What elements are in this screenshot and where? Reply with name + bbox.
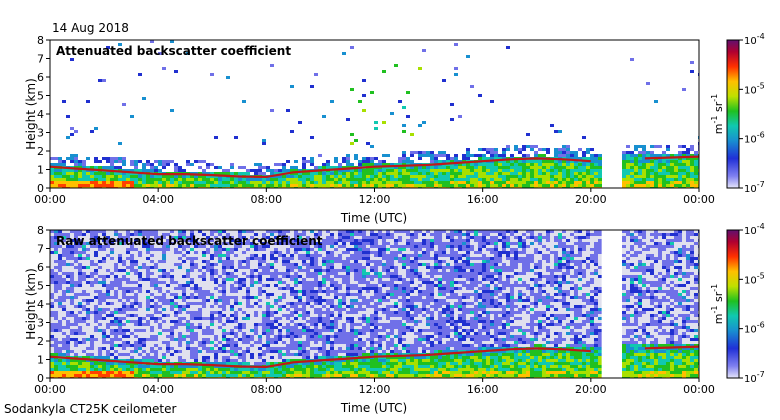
x-tick-label: 20:00 <box>575 383 607 396</box>
colorbar-tick-label: 10-4 <box>744 32 765 47</box>
y-axis-label: Height (km) <box>24 78 38 149</box>
colorbar: 10-7 10-6 10-5 10-4 m-1 sr-1 <box>710 222 765 385</box>
colorbar-gradient <box>726 229 740 379</box>
colorbar-gradient <box>726 39 740 189</box>
boundary-layer-line <box>49 155 700 179</box>
x-tick-label: 00:00 <box>34 193 66 206</box>
colorbar-tick-label: 10-5 <box>744 81 765 96</box>
colorbar-tick-label: 10-6 <box>744 321 765 336</box>
x-tick-label: 08:00 <box>250 193 282 206</box>
attenuated-backscatter-panel: Attenuated backscatter coefficient 0 1 2 3 4… <box>24 32 765 225</box>
x-axis-label: Time (UTC) <box>340 401 407 415</box>
y-tick-label: 2 <box>37 145 44 158</box>
colorbar-tick-label: 10-4 <box>744 222 765 237</box>
y-tick-label: 2 <box>37 335 44 348</box>
y-tick-label: 8 <box>37 224 44 237</box>
y-tick-label: 6 <box>37 261 44 274</box>
colorbar-tick-label: 10-5 <box>744 271 765 286</box>
x-tick-label: 12:00 <box>359 383 391 396</box>
x-tick-label: 00:00 <box>683 193 715 206</box>
y-tick-label: 1 <box>37 354 44 367</box>
x-tick-label: 00:00 <box>34 383 66 396</box>
instrument-label: Sodankyla CT25K ceilometer <box>4 402 177 416</box>
y-tick-label: 3 <box>37 127 44 140</box>
colorbar-tick-label: 10-7 <box>744 180 765 195</box>
y-tick-label: 4 <box>37 108 44 121</box>
colorbar-tick-label: 10-7 <box>744 370 765 385</box>
backscatter-heatmap <box>50 40 699 188</box>
x-tick-label: 04:00 <box>142 193 174 206</box>
x-axis: 00:00 04:00 08:00 12:00 16:00 20:00 00:00 <box>34 378 715 396</box>
y-tick-label: 3 <box>37 317 44 330</box>
colorbar-unit-label: m-1 sr-1 <box>710 284 725 324</box>
y-tick-label: 5 <box>37 90 44 103</box>
y-axis: 0 1 2 3 4 5 6 7 8 <box>37 224 50 385</box>
boundary-layer-line <box>49 345 700 369</box>
y-tick-label: 8 <box>37 34 44 47</box>
date-label: 14 Aug 2018 <box>52 21 129 35</box>
x-tick-label: 16:00 <box>467 193 499 206</box>
panel-title: Raw attenuated backscatter coefficient <box>56 234 323 248</box>
y-tick-label: 7 <box>37 53 44 66</box>
y-axis: 0 1 2 3 4 5 6 7 8 <box>37 34 50 195</box>
x-axis-label: Time (UTC) <box>340 211 407 225</box>
y-tick-label: 0 <box>37 182 44 195</box>
x-tick-label: 12:00 <box>359 193 391 206</box>
x-tick-label: 00:00 <box>683 383 715 396</box>
y-tick-label: 4 <box>37 298 44 311</box>
y-axis-label: Height (km) <box>24 268 38 339</box>
x-tick-label: 04:00 <box>142 383 174 396</box>
colorbar-unit-label: m-1 sr-1 <box>710 94 725 134</box>
y-tick-label: 5 <box>37 280 44 293</box>
x-tick-label: 08:00 <box>250 383 282 396</box>
x-axis: 00:00 04:00 08:00 12:00 16:00 20:00 00:00 <box>34 188 715 206</box>
colorbar-tick-label: 10-6 <box>744 131 765 146</box>
y-tick-label: 7 <box>37 243 44 256</box>
raw-backscatter-heatmap <box>50 230 699 378</box>
x-tick-label: 16:00 <box>467 383 499 396</box>
y-tick-label: 6 <box>37 71 44 84</box>
panel-title: Attenuated backscatter coefficient <box>56 44 291 58</box>
raw-attenuated-backscatter-panel: Raw attenuated backscatter coefficient 0… <box>24 222 765 415</box>
colorbar: 10-7 10-6 10-5 10-4 m-1 sr-1 <box>710 32 765 195</box>
y-tick-label: 0 <box>37 372 44 385</box>
x-tick-label: 20:00 <box>575 193 607 206</box>
y-tick-label: 1 <box>37 164 44 177</box>
